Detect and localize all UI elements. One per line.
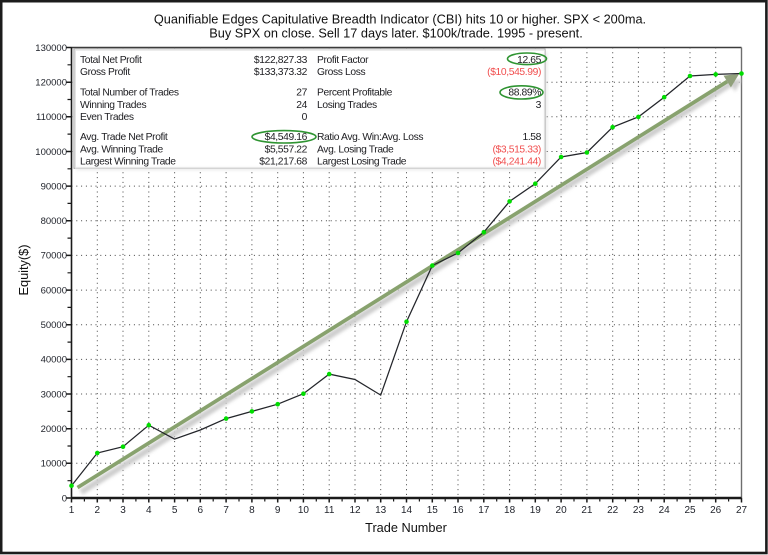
svg-text:1.58: 1.58 (522, 132, 541, 143)
svg-text:130000: 130000 (35, 43, 67, 54)
svg-text:Total Net Profit: Total Net Profit (80, 55, 142, 66)
svg-text:5: 5 (172, 505, 178, 516)
svg-text:20000: 20000 (41, 424, 67, 435)
svg-text:22: 22 (607, 505, 619, 516)
svg-text:24: 24 (296, 100, 307, 111)
svg-text:26: 26 (710, 505, 722, 516)
svg-text:70000: 70000 (41, 251, 67, 262)
svg-text:$5,557.22: $5,557.22 (265, 145, 308, 156)
svg-text:Trade Number: Trade Number (365, 520, 447, 535)
svg-text:Buy SPX on close. Sell 17 days: Buy SPX on close. Sell 17 days later. $1… (209, 26, 583, 41)
svg-text:Quanifiable Edges Capitulative: Quanifiable Edges Capitulative Breadth I… (154, 12, 646, 27)
svg-text:10000: 10000 (41, 459, 67, 470)
svg-text:$133,373.32: $133,373.32 (254, 67, 308, 78)
svg-text:10: 10 (298, 505, 310, 516)
svg-text:0: 0 (62, 493, 67, 504)
svg-text:13: 13 (375, 505, 387, 516)
svg-text:27: 27 (736, 505, 748, 516)
svg-text:9: 9 (275, 505, 281, 516)
svg-text:88.89%: 88.89% (508, 87, 541, 98)
svg-text:20: 20 (556, 505, 568, 516)
svg-text:12: 12 (349, 505, 361, 516)
svg-text:($3,515.33): ($3,515.33) (493, 145, 542, 156)
svg-text:40000: 40000 (41, 355, 67, 366)
svg-text:Largest Winning Trade: Largest Winning Trade (80, 157, 176, 168)
svg-text:Avg. Trade Net Profit: Avg. Trade Net Profit (80, 132, 168, 143)
svg-text:19: 19 (530, 505, 542, 516)
svg-text:3: 3 (120, 505, 126, 516)
svg-text:30000: 30000 (41, 389, 67, 400)
svg-text:12.65: 12.65 (517, 55, 542, 66)
svg-text:25: 25 (684, 505, 696, 516)
svg-text:Losing Trades: Losing Trades (317, 100, 377, 111)
svg-text:Percent Profitable: Percent Profitable (317, 87, 393, 98)
svg-text:0: 0 (302, 112, 308, 123)
svg-text:27: 27 (296, 87, 307, 98)
svg-text:50000: 50000 (41, 320, 67, 331)
svg-text:14: 14 (401, 505, 413, 516)
svg-text:15: 15 (427, 505, 439, 516)
svg-text:($10,545.99): ($10,545.99) (487, 67, 541, 78)
svg-text:110000: 110000 (36, 112, 67, 123)
svg-text:3: 3 (536, 100, 542, 111)
svg-text:$21,217.68: $21,217.68 (259, 157, 307, 168)
svg-text:1: 1 (69, 505, 75, 516)
svg-text:Largest Losing Trade: Largest Losing Trade (317, 157, 407, 168)
svg-text:23: 23 (633, 505, 645, 516)
svg-text:Equity($): Equity($) (16, 244, 31, 295)
svg-text:Ratio Avg. Win:Avg. Loss: Ratio Avg. Win:Avg. Loss (317, 132, 423, 143)
svg-text:Gross Loss: Gross Loss (317, 67, 366, 78)
svg-text:($4,241.44): ($4,241.44) (493, 157, 542, 168)
svg-text:2: 2 (95, 505, 101, 516)
svg-text:24: 24 (659, 505, 671, 516)
svg-text:$122,827.33: $122,827.33 (254, 55, 308, 66)
svg-text:Avg. Winning Trade: Avg. Winning Trade (80, 145, 163, 156)
svg-text:4: 4 (146, 505, 152, 516)
svg-text:Profit Factor: Profit Factor (317, 55, 369, 66)
svg-text:80000: 80000 (41, 216, 67, 227)
svg-text:Winning Trades: Winning Trades (80, 100, 146, 111)
svg-text:Total Number of Trades: Total Number of Trades (80, 87, 179, 98)
svg-text:100000: 100000 (35, 147, 67, 158)
svg-text:Even Trades: Even Trades (80, 112, 134, 123)
svg-text:21: 21 (581, 505, 593, 516)
svg-text:8: 8 (249, 505, 255, 516)
svg-text:90000: 90000 (41, 181, 67, 192)
svg-text:7: 7 (223, 505, 229, 516)
svg-text:60000: 60000 (41, 285, 67, 296)
svg-text:18: 18 (504, 505, 516, 516)
svg-text:120000: 120000 (35, 78, 67, 89)
svg-text:11: 11 (324, 505, 335, 516)
svg-text:Gross Profit: Gross Profit (80, 67, 130, 78)
svg-text:Avg. Losing Trade: Avg. Losing Trade (317, 145, 394, 156)
svg-text:$4,549.16: $4,549.16 (265, 132, 308, 143)
svg-text:17: 17 (478, 505, 490, 516)
svg-text:6: 6 (198, 505, 204, 516)
svg-text:16: 16 (452, 505, 464, 516)
